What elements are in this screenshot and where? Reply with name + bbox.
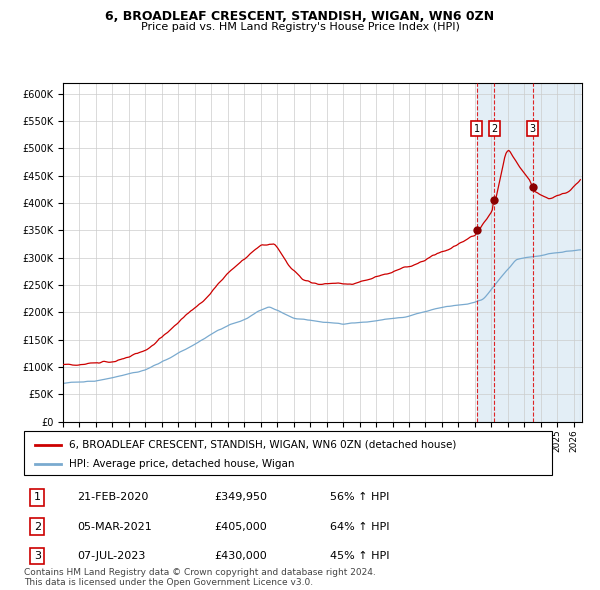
Text: 56% ↑ HPI: 56% ↑ HPI [330, 492, 389, 502]
Text: 6, BROADLEAF CRESCENT, STANDISH, WIGAN, WN6 0ZN: 6, BROADLEAF CRESCENT, STANDISH, WIGAN, … [106, 10, 494, 23]
Text: 1: 1 [474, 123, 480, 133]
Text: 21-FEB-2020: 21-FEB-2020 [77, 492, 148, 502]
Text: 05-MAR-2021: 05-MAR-2021 [77, 522, 152, 532]
Text: 07-JUL-2023: 07-JUL-2023 [77, 551, 145, 561]
Text: 2: 2 [491, 123, 497, 133]
Text: £405,000: £405,000 [214, 522, 267, 532]
Text: Price paid vs. HM Land Registry's House Price Index (HPI): Price paid vs. HM Land Registry's House … [140, 22, 460, 32]
Text: 2: 2 [34, 522, 41, 532]
Text: 6, BROADLEAF CRESCENT, STANDISH, WIGAN, WN6 0ZN (detached house): 6, BROADLEAF CRESCENT, STANDISH, WIGAN, … [69, 440, 456, 450]
Text: 64% ↑ HPI: 64% ↑ HPI [330, 522, 390, 532]
Text: £430,000: £430,000 [214, 551, 267, 561]
FancyBboxPatch shape [24, 431, 552, 475]
Text: HPI: Average price, detached house, Wigan: HPI: Average price, detached house, Wiga… [69, 459, 295, 469]
Text: Contains HM Land Registry data © Crown copyright and database right 2024.
This d: Contains HM Land Registry data © Crown c… [24, 568, 376, 587]
Text: 3: 3 [530, 123, 536, 133]
Text: £349,950: £349,950 [214, 492, 267, 502]
Text: 1: 1 [34, 492, 41, 502]
Text: 45% ↑ HPI: 45% ↑ HPI [330, 551, 390, 561]
Text: 3: 3 [34, 551, 41, 561]
